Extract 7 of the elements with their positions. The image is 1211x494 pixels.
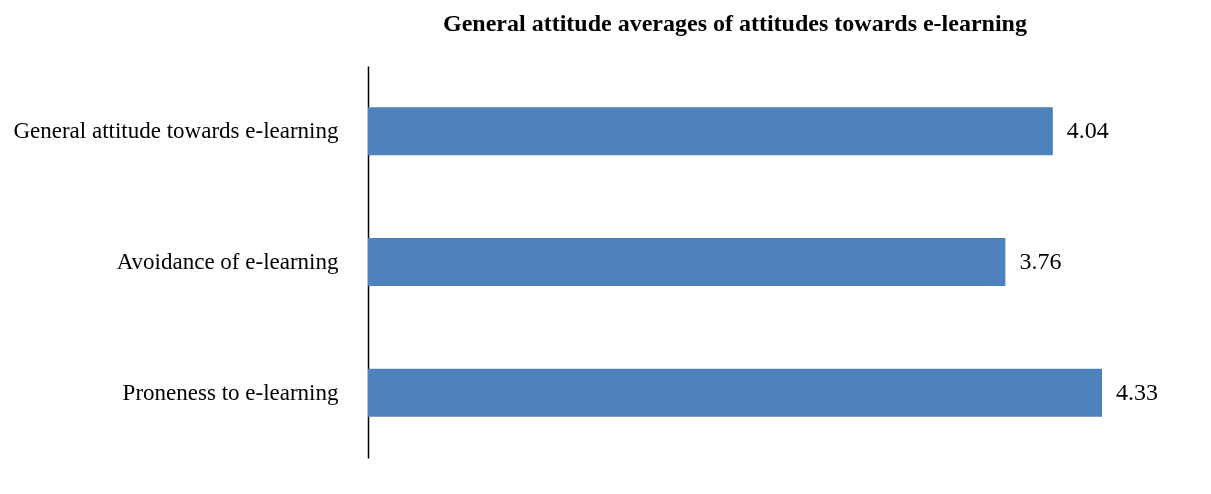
data-label: 4.04	[1066, 117, 1109, 144]
y-tick-label: General attitude towards e-learning	[13, 118, 339, 144]
data-label: 4.33	[1116, 378, 1158, 405]
y-tick-label: Avoidance of e-learning	[116, 249, 339, 274]
chart-title: General attitude averages of attitudes towards e-learning	[443, 10, 1027, 36]
y-tick-label: Proneness to e-learning	[122, 379, 339, 405]
data-label: 3.76	[1019, 248, 1062, 274]
